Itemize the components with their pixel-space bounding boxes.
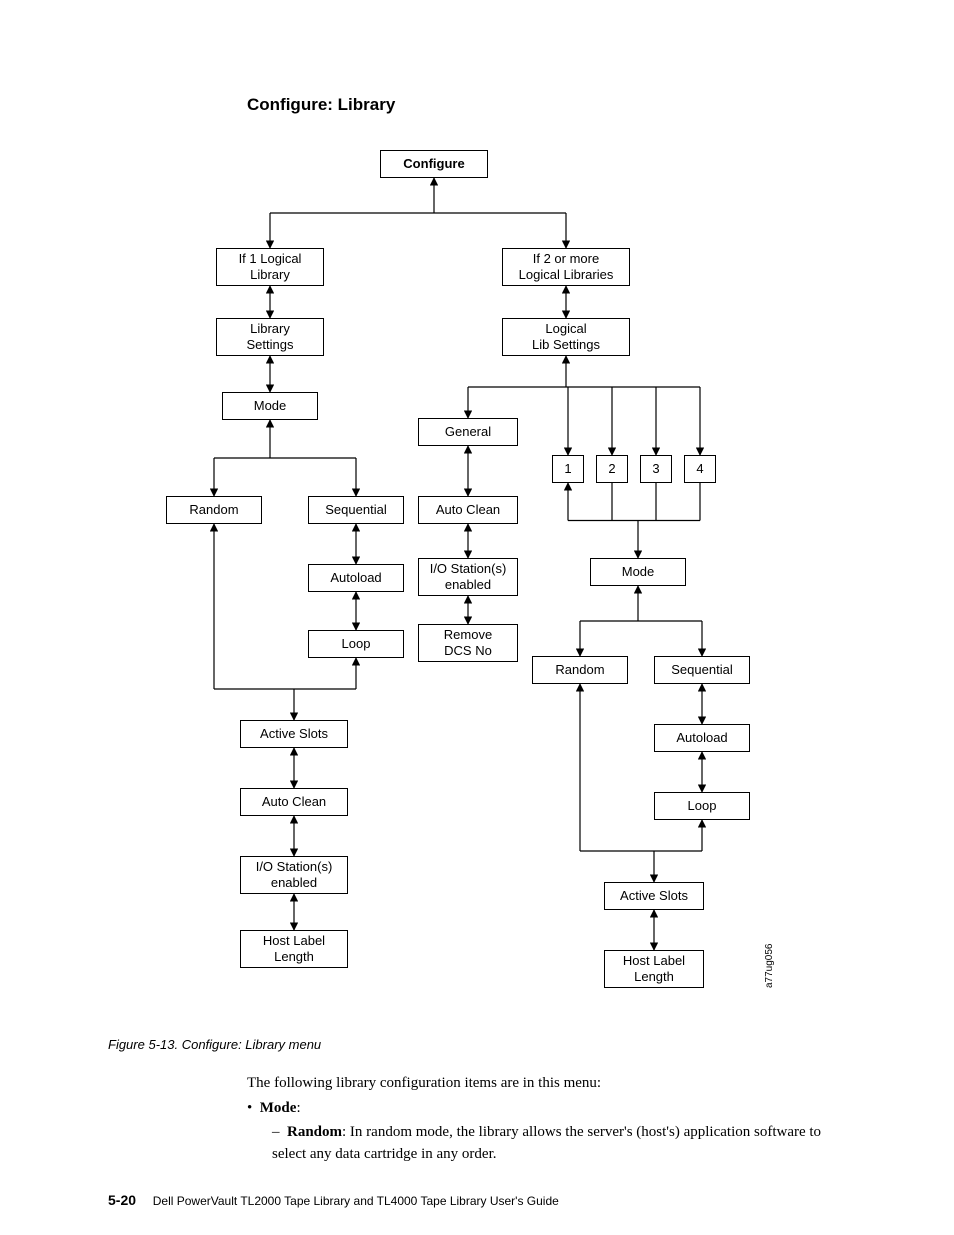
section-heading: Configure: Library — [247, 95, 395, 115]
figure-caption: Figure 5-13. Configure: Library menu — [108, 1037, 321, 1052]
node-n2: 2 — [596, 455, 628, 483]
node-mode2: Mode — [590, 558, 686, 586]
node-sequential1: Sequential — [308, 496, 404, 524]
node-sequential2: Sequential — [654, 656, 750, 684]
bullet-dot: • — [247, 1100, 260, 1116]
bullet-random-text: : In random mode, the library allows the… — [272, 1124, 821, 1162]
node-activeslots2: Active Slots — [604, 882, 704, 910]
page: Configure: Library Configure If 1 Logical… — [0, 0, 954, 1235]
node-activeslots1: Active Slots — [240, 720, 348, 748]
node-iostation1: I/O Station(s)enabled — [240, 856, 348, 894]
flowchart-diagram: Configure If 1 LogicalLibrary If 2 or more… — [156, 140, 776, 1020]
node-removedcs: RemoveDCS No — [418, 624, 518, 662]
node-configure: Configure — [380, 150, 488, 178]
node-random1: Random — [166, 496, 262, 524]
node-random2: Random — [532, 656, 628, 684]
node-if1: If 1 LogicalLibrary — [216, 248, 324, 286]
dash: – — [272, 1124, 287, 1140]
footer: 5-20 Dell PowerVault TL2000 Tape Library… — [108, 1192, 559, 1208]
bullet-mode: • Mode: — [247, 1098, 847, 1120]
node-autoclean1: Auto Clean — [240, 788, 348, 816]
node-general: General — [418, 418, 518, 446]
node-hostlabel2: Host LabelLength — [604, 950, 704, 988]
node-n3: 3 — [640, 455, 672, 483]
node-n4: 4 — [684, 455, 716, 483]
node-loop2: Loop — [654, 792, 750, 820]
node-autoload1: Autoload — [308, 564, 404, 592]
node-autoclean_g: Auto Clean — [418, 496, 518, 524]
page-number: 5-20 — [108, 1192, 136, 1208]
node-autoload2: Autoload — [654, 724, 750, 752]
node-logset: LogicalLib Settings — [502, 318, 630, 356]
node-mode1: Mode — [222, 392, 318, 420]
bullet-random: – Random: In random mode, the library al… — [272, 1122, 842, 1166]
node-n1: 1 — [552, 455, 584, 483]
node-iostation_g: I/O Station(s)enabled — [418, 558, 518, 596]
node-if2: If 2 or moreLogical Libraries — [502, 248, 630, 286]
intro-text: The following library configuration item… — [247, 1073, 827, 1095]
node-libset: LibrarySettings — [216, 318, 324, 356]
node-hostlabel1: Host LabelLength — [240, 930, 348, 968]
bullet-mode-label: Mode — [260, 1100, 297, 1116]
node-loop1: Loop — [308, 630, 404, 658]
bullet-random-label: Random — [287, 1124, 342, 1140]
figure-tag: a77ug056 — [764, 944, 775, 989]
footer-text: Dell PowerVault TL2000 Tape Library and … — [153, 1194, 559, 1208]
